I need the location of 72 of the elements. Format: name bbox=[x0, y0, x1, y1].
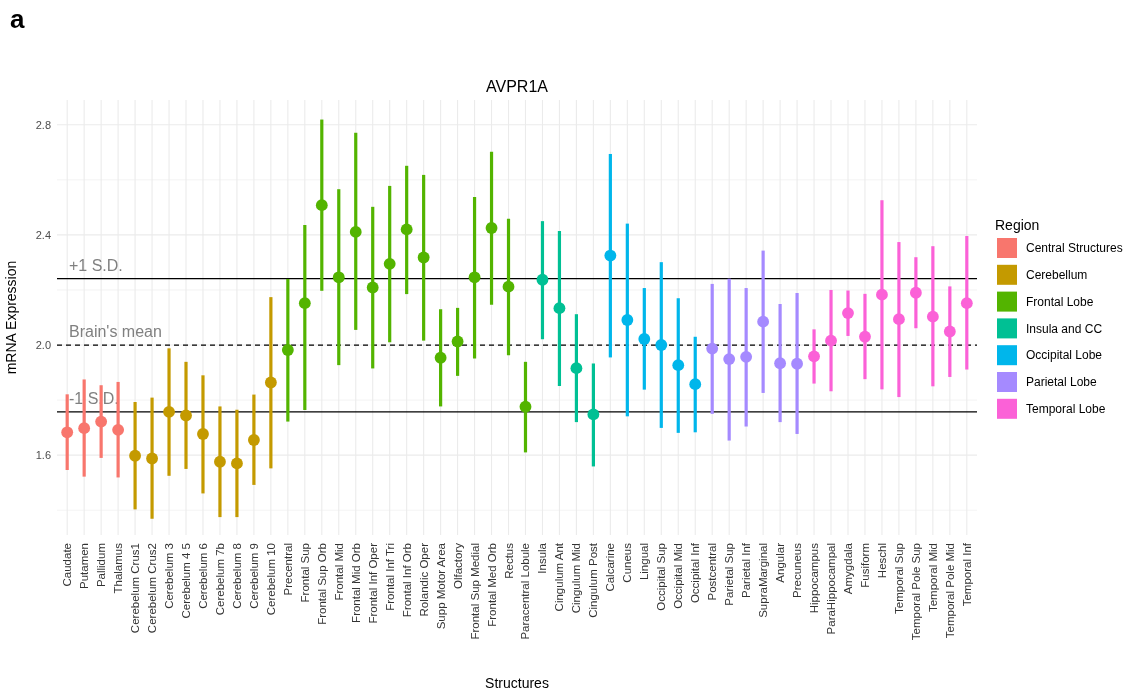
legend-label: Central Structures bbox=[1026, 241, 1123, 256]
legend-label: Cerebellum bbox=[1026, 268, 1088, 282]
x-tick-label: Angular bbox=[774, 542, 787, 583]
x-tick-label: Temporal Pole Sup bbox=[909, 543, 922, 641]
legend-label: Occipital Lobe bbox=[1026, 348, 1103, 363]
x-tick-label: Rectus bbox=[502, 542, 515, 579]
x-tick-label: Cerebelum 6 bbox=[196, 543, 209, 609]
x-tick-label: Amygdala bbox=[842, 542, 854, 595]
legend-label: Temporal Lobe bbox=[1026, 402, 1106, 416]
x-tick-label: Postcentral bbox=[706, 543, 719, 601]
x-tick-label: Parietal Inf bbox=[740, 542, 753, 598]
y-tick-label: 2.4 bbox=[35, 228, 51, 241]
x-tick-label: Cerebelum 9 bbox=[247, 543, 260, 609]
x-tick-label: Caudate bbox=[61, 543, 74, 587]
x-tick-label: Cerebelum 8 bbox=[230, 543, 243, 609]
x-tick-label: Temporal Inf bbox=[960, 542, 973, 607]
legend-title: Region bbox=[995, 217, 1040, 233]
x-tick-label: Cuneus bbox=[621, 542, 634, 583]
x-tick-label: Olfactory bbox=[451, 542, 464, 590]
text: a bbox=[10, 4, 25, 34]
x-tick-label: Frontal Inf Orb bbox=[400, 543, 413, 618]
x-tick-label: Thalamus bbox=[112, 542, 125, 594]
x-tick-label: Cerebelum 7b bbox=[213, 543, 226, 616]
x-tick-label: Rolandic Oper bbox=[417, 542, 430, 617]
x-tick-label: Frontal Sup Medial bbox=[468, 543, 481, 640]
x-tick-label: Cerebelum Crus2 bbox=[146, 543, 159, 634]
x-tick-label: Cerebelum 3 bbox=[163, 543, 176, 609]
x-tick-label: Fusiform bbox=[858, 543, 871, 588]
ref-line-label: +1 S.D. bbox=[69, 256, 123, 274]
x-tick-label: Cerebelum Crus1 bbox=[129, 543, 142, 634]
x-tick-label: Frontal Med Orb bbox=[485, 543, 498, 627]
x-tick-label: Frontal Sup bbox=[298, 543, 311, 603]
x-tick-label: Parietal Sup bbox=[723, 543, 736, 606]
x-tick-label: ParaHippocampal bbox=[825, 543, 838, 635]
x-tick-label: Cingulum Ant bbox=[553, 542, 566, 612]
chart-title: AVPR1A bbox=[486, 78, 549, 95]
x-tick-label: Insula bbox=[536, 542, 549, 574]
x-tick-label: Frontal Sup Orb bbox=[315, 543, 328, 625]
x-tick-label: Occipital Mid bbox=[672, 543, 685, 609]
x-tick-label: Frontal Mid bbox=[332, 543, 345, 601]
legend-label: Parietal Lobe bbox=[1026, 375, 1098, 390]
x-tick-label: Calcarine bbox=[604, 543, 617, 592]
x-tick-label: Supp Motor Area bbox=[434, 542, 447, 630]
legend-label: Frontal Lobe bbox=[1026, 294, 1094, 309]
legend-label: Insula and CC bbox=[1026, 321, 1103, 336]
y-tick-label: 2.0 bbox=[35, 338, 51, 351]
y-tick-label: 2.8 bbox=[35, 118, 51, 131]
x-tick-label: Cingulum Post bbox=[587, 542, 600, 618]
x-tick-label: Lingual bbox=[638, 543, 651, 581]
x-tick-label: Precentral bbox=[281, 543, 294, 596]
x-tick-label: Frontal Inf Oper bbox=[366, 542, 379, 624]
x-tick-label: Putamen bbox=[78, 543, 91, 590]
x-tick-label: Temporal Sup bbox=[892, 543, 905, 614]
x-tick-label: Occipital Sup bbox=[655, 543, 668, 611]
x-tick-label: Temporal Mid bbox=[926, 543, 939, 613]
x-tick-label: Temporal Pole Mid bbox=[943, 543, 956, 639]
x-tick-label: Pallidum bbox=[95, 543, 108, 588]
x-tick-label: Cingulum Mid bbox=[570, 543, 583, 614]
x-tick-label: Cerebelum 4 5 bbox=[180, 543, 192, 619]
ref-line-label: Brain's mean bbox=[69, 323, 162, 341]
x-tick-label: SupraMarginal bbox=[757, 543, 770, 618]
x-tick-label: Frontal Mid Orb bbox=[349, 543, 362, 623]
x-tick-label: Cerebelum 10 bbox=[264, 543, 277, 616]
y-axis-title: mRNA Expression bbox=[3, 260, 19, 375]
x-tick-label: Heschl bbox=[875, 543, 888, 579]
x-tick-label: Paracentral Lobule bbox=[519, 543, 532, 640]
x-tick-label: Frontal Inf Tri bbox=[383, 543, 396, 611]
x-tick-label: Precuneus bbox=[791, 542, 804, 598]
y-tick-label: 1.6 bbox=[35, 449, 51, 462]
x-tick-label: Occipital Inf bbox=[689, 542, 702, 604]
x-axis-title: Structures bbox=[485, 675, 549, 691]
x-tick-label: Hippocampus bbox=[808, 542, 821, 614]
